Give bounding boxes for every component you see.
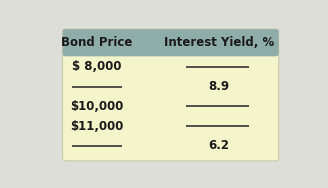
FancyBboxPatch shape [63, 29, 279, 56]
Text: Interest Yield, %: Interest Yield, % [164, 36, 274, 49]
FancyBboxPatch shape [63, 29, 279, 161]
Text: 6.2: 6.2 [208, 139, 230, 152]
Text: 8.9: 8.9 [208, 80, 230, 93]
Text: $10,000: $10,000 [70, 100, 124, 113]
Text: Bond Price: Bond Price [61, 36, 133, 49]
Text: $ 8,000: $ 8,000 [72, 60, 122, 74]
Text: $11,000: $11,000 [70, 120, 124, 133]
